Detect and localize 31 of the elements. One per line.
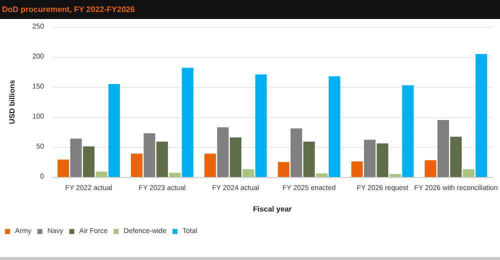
bar xyxy=(424,160,436,177)
bar xyxy=(364,140,376,177)
bar xyxy=(389,174,401,177)
bar xyxy=(82,146,95,177)
bar xyxy=(437,120,450,177)
bar xyxy=(476,54,488,177)
bar xyxy=(108,84,120,177)
bar xyxy=(204,154,216,177)
bar xyxy=(255,74,267,177)
bar xyxy=(402,85,414,177)
bar xyxy=(462,169,474,177)
bar xyxy=(217,127,229,177)
bar xyxy=(290,128,302,177)
bar xyxy=(70,138,82,177)
bar xyxy=(130,154,143,177)
bar xyxy=(58,160,70,177)
bar xyxy=(316,173,328,177)
bar xyxy=(242,169,254,177)
bar xyxy=(156,142,168,177)
bar xyxy=(144,133,156,177)
bar xyxy=(278,162,290,177)
bar xyxy=(303,142,315,177)
bar xyxy=(351,161,363,177)
bar xyxy=(182,68,194,177)
bar xyxy=(376,143,388,177)
bar xyxy=(96,172,108,177)
bar xyxy=(169,172,181,177)
chart-title: DoD procurement, FY 2022-FY2026 xyxy=(0,0,500,19)
bar xyxy=(450,136,462,177)
bar xyxy=(230,137,242,177)
bar xyxy=(328,76,340,177)
